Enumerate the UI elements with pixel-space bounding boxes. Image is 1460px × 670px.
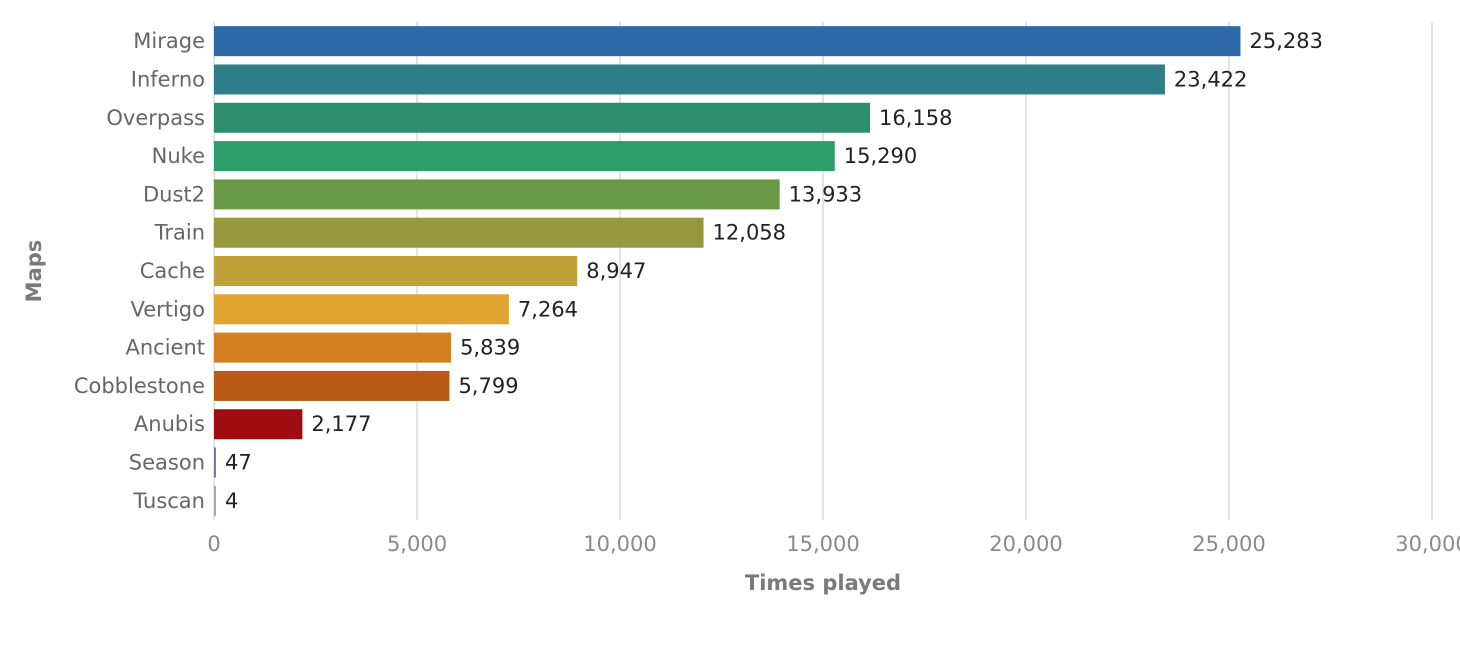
value-label: 13,933 [789, 182, 862, 206]
x-tick-label: 10,000 [583, 532, 656, 556]
y-tick-label: Ancient [125, 336, 205, 360]
bar [214, 294, 509, 325]
bar [214, 102, 871, 133]
bar [214, 179, 780, 210]
bar [214, 141, 835, 172]
y-tick-label: Season [129, 451, 205, 475]
bar [214, 409, 303, 440]
bar [214, 26, 1241, 57]
y-tick-label: Dust2 [143, 182, 205, 206]
bar [214, 217, 704, 248]
y-tick-label: Anubis [134, 412, 205, 436]
bar [214, 256, 578, 286]
x-tick-label: 15,000 [786, 532, 859, 556]
y-tick-label: Inferno [131, 67, 205, 91]
x-tick-label: 5,000 [387, 532, 447, 556]
bar [214, 370, 450, 401]
y-tick-label: Train [154, 221, 205, 245]
value-label: 4 [225, 489, 238, 513]
y-tick-label: Nuke [152, 144, 205, 168]
value-label: 47 [225, 451, 252, 475]
x-axis-title: Times played [745, 571, 901, 595]
value-label: 2,177 [311, 412, 371, 436]
x-tick-label: 30,000 [1395, 532, 1460, 556]
value-label: 16,158 [879, 106, 952, 130]
bar [214, 64, 1165, 95]
bar [214, 447, 216, 478]
value-label: 5,839 [460, 336, 520, 360]
y-axis-title: Maps [22, 240, 46, 303]
bar [214, 485, 216, 516]
x-tick-label: 0 [207, 532, 220, 556]
x-tick-label: 20,000 [989, 532, 1062, 556]
value-label: 7,264 [518, 297, 578, 321]
y-tick-label: Overpass [106, 106, 205, 130]
value-label: 25,283 [1249, 29, 1322, 53]
bar [214, 332, 452, 363]
value-label: 12,058 [713, 221, 786, 245]
y-tick-label: Mirage [133, 29, 205, 53]
value-label: 5,799 [458, 374, 518, 398]
y-tick-label: Vertigo [130, 297, 205, 321]
value-label: 8,947 [586, 259, 646, 283]
y-tick-label: Cache [140, 259, 205, 283]
x-tick-label: 25,000 [1192, 532, 1265, 556]
value-label: 15,290 [844, 144, 917, 168]
value-label: 23,422 [1174, 67, 1247, 91]
y-tick-label: Cobblestone [74, 374, 205, 398]
y-tick-label: Tuscan [132, 489, 205, 513]
